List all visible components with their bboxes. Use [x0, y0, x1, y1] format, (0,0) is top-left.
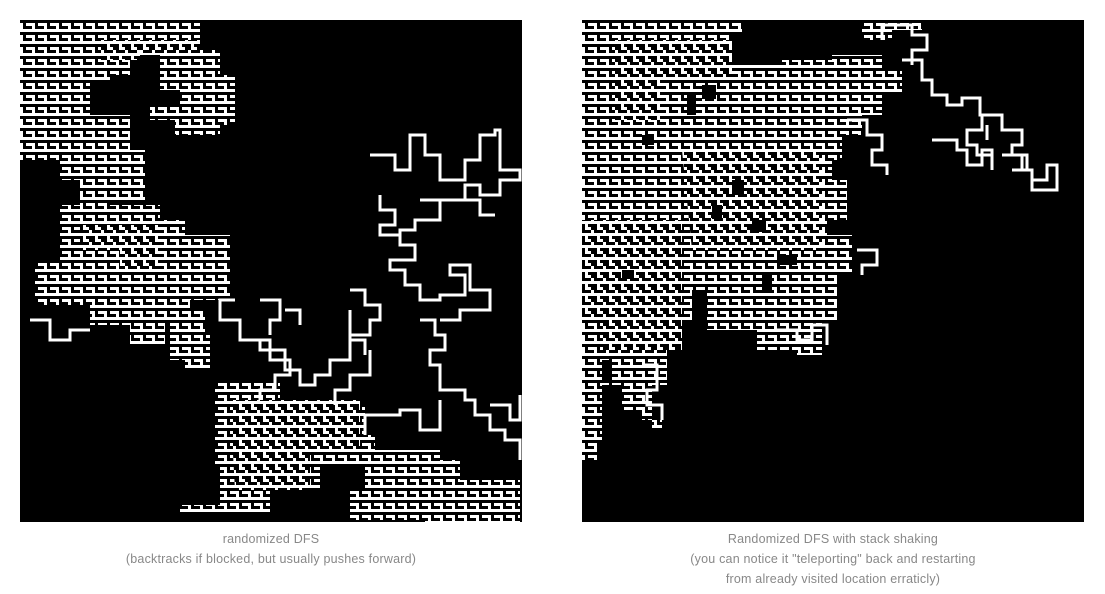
maze-svg-right — [582, 20, 1084, 522]
caption-randomized-dfs: randomized DFS (backtracks if blocked, b… — [20, 529, 522, 569]
panel-randomized-dfs-stack-shaking: Randomized DFS with stack shaking (you c… — [582, 20, 1084, 589]
caption-stack-shaking: Randomized DFS with stack shaking (you c… — [582, 529, 1084, 589]
maze-image-randomized-dfs — [20, 20, 522, 522]
caption-title: Randomized DFS with stack shaking — [727, 532, 939, 546]
caption-note-line-1: (you can notice it "teleporting" back an… — [690, 552, 976, 566]
caption-note-line-2: from already visited location erraticly) — [725, 572, 941, 586]
caption-title: randomized DFS — [222, 532, 320, 546]
maze-image-stack-shaking — [582, 20, 1084, 522]
panel-randomized-dfs: randomized DFS (backtracks if blocked, b… — [20, 20, 522, 569]
caption-note: (backtracks if blocked, but usually push… — [125, 552, 417, 566]
maze-svg-left — [20, 20, 522, 522]
